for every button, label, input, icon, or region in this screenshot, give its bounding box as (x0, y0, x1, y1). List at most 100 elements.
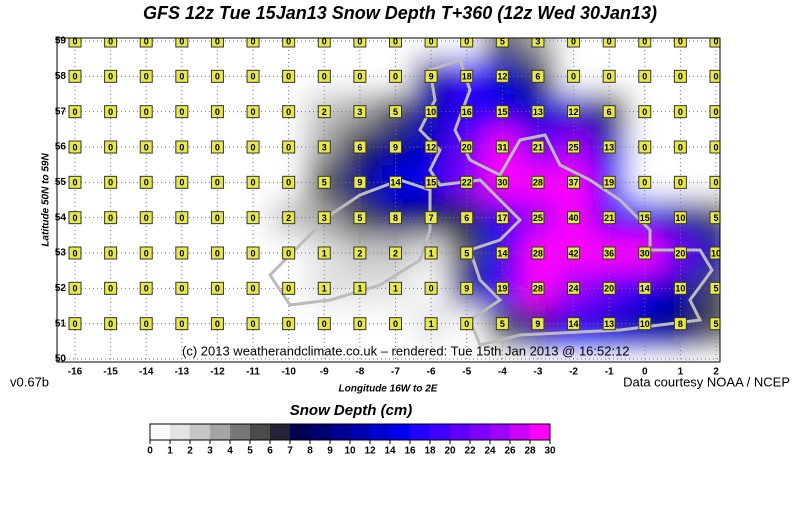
legend-swatch (510, 424, 530, 440)
legend-swatch (170, 424, 190, 440)
version: v0.67b (10, 374, 49, 389)
legend-label: 16 (404, 446, 416, 457)
grid-value: 9 (535, 319, 540, 329)
field-cell (377, 38, 414, 59)
grid-value: 5 (500, 319, 505, 329)
label-box (139, 38, 153, 48)
label-box (282, 317, 296, 331)
legend-swatch (410, 424, 430, 440)
grid-value: 2 (357, 248, 362, 258)
x-tick-label: -13 (175, 367, 190, 378)
label-box (531, 105, 545, 119)
grid-value: 0 (72, 213, 77, 223)
y-tick-label: 51 (55, 318, 67, 329)
grid-value: 9 (429, 72, 434, 82)
legend-label: 1 (167, 446, 173, 457)
label-box (567, 175, 581, 189)
label-box (139, 69, 153, 83)
grid-value: 0 (215, 36, 220, 46)
grid-value: 0 (144, 72, 149, 82)
legend-label: 5 (247, 446, 253, 457)
legend-swatch (210, 424, 230, 440)
label-box (531, 211, 545, 225)
y-tick-label: 59 (55, 36, 67, 47)
label-box (68, 69, 82, 83)
label-box (602, 105, 616, 119)
field-cell (448, 38, 485, 59)
label-box (139, 317, 153, 331)
label-box (531, 317, 545, 331)
label-box (175, 317, 189, 331)
grid-value: 21 (604, 213, 614, 223)
label-box (317, 69, 331, 83)
label-box (460, 246, 474, 260)
grid-value: 0 (713, 178, 718, 188)
label-box (460, 38, 474, 48)
grid-value: 15 (426, 178, 436, 188)
grid-value: 0 (607, 72, 612, 82)
legend-label: 22 (464, 446, 476, 457)
label-box (353, 211, 367, 225)
grid-value: 0 (215, 284, 220, 294)
label-box (246, 69, 260, 83)
label-box (709, 140, 720, 154)
grid-value: 0 (108, 319, 113, 329)
field-cell (662, 38, 699, 59)
map-frame (56, 37, 721, 363)
legend-swatch (470, 424, 490, 440)
grid-value: 6 (535, 72, 540, 82)
grid-value: 25 (533, 213, 543, 223)
legend-label: 8 (307, 446, 313, 457)
label-box (424, 69, 438, 83)
grid-value: 15 (640, 213, 650, 223)
label-box (709, 211, 720, 225)
grid-value: 0 (286, 107, 291, 117)
grid-value: 10 (640, 319, 650, 329)
label-box (567, 105, 581, 119)
grid-value: 1 (322, 284, 327, 294)
label-box (389, 69, 402, 83)
grid-value: 8 (393, 213, 398, 223)
grid-value: 0 (393, 72, 398, 82)
grid-value: 0 (72, 142, 77, 152)
grid-value: 2 (286, 213, 291, 223)
grid-value: 0 (72, 178, 77, 188)
grid-value: 10 (426, 107, 436, 117)
legend-swatch (370, 424, 390, 440)
label-box (460, 211, 474, 225)
label-box (104, 69, 118, 83)
grid-value: 25 (569, 142, 579, 152)
grid-value: 5 (464, 248, 469, 258)
legend-label: 9 (327, 446, 333, 457)
grid-value: 9 (357, 178, 362, 188)
grid-value: 6 (607, 107, 612, 117)
label-box (104, 175, 118, 189)
label-box (495, 105, 509, 119)
label-box (638, 105, 652, 119)
legend-swatch (490, 424, 510, 440)
grid-value: 0 (215, 319, 220, 329)
grid-value: 0 (642, 178, 647, 188)
field-cell (413, 38, 449, 59)
label-box (567, 140, 581, 154)
label-box (210, 317, 224, 331)
grid-value: 0 (286, 72, 291, 82)
label-box (389, 175, 402, 189)
legend-label: 12 (364, 446, 376, 457)
grid-value: 0 (144, 107, 149, 117)
x-tick-label: -1 (605, 367, 614, 378)
label-box (709, 38, 720, 48)
grid-value: 1 (429, 248, 434, 258)
x-tick-label: 2 (713, 367, 719, 378)
label-box (353, 38, 367, 48)
grid-value: 0 (251, 107, 256, 117)
grid-value: 0 (144, 178, 149, 188)
label-box (424, 175, 438, 189)
label-box (460, 175, 474, 189)
grid-value: 0 (179, 107, 184, 117)
label-box (104, 317, 118, 331)
grid-value: 3 (322, 213, 327, 223)
label-box (246, 246, 260, 260)
label-box (68, 175, 82, 189)
grid-value: 13 (604, 319, 614, 329)
